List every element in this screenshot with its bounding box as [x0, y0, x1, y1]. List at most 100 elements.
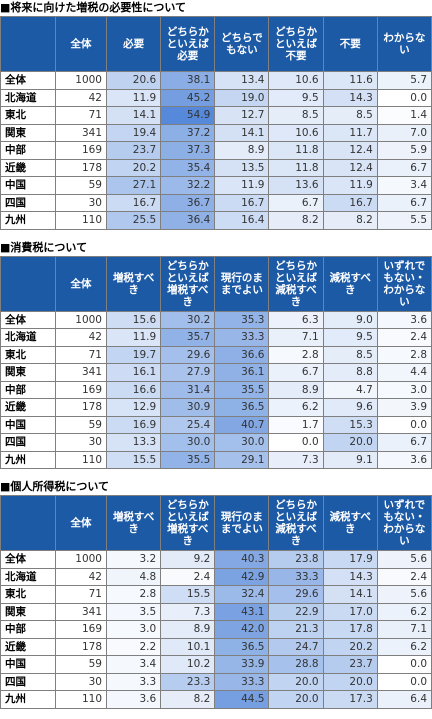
data-row: 近畿 178 2.2 10.1 36.5 24.7 20.2 6.2 — [0, 637, 432, 656]
percent-cell: 29.6 — [268, 585, 324, 604]
column-header: 全体 — [55, 255, 107, 312]
sample-count: 110 — [55, 450, 107, 469]
data-row: 東北 71 2.8 15.5 32.4 29.6 14.1 5.6 — [0, 585, 432, 604]
percent-cell: 6.2 — [376, 602, 432, 621]
data-row: 東北 71 19.7 29.6 36.6 2.8 8.5 2.8 — [0, 345, 432, 364]
percent-cell: 8.9 — [268, 380, 324, 399]
sample-count: 71 — [55, 585, 107, 604]
row-label: 九州 — [0, 211, 56, 230]
percent-cell: 30.2 — [160, 310, 216, 329]
column-header: どちらかといえば必要 — [160, 16, 216, 72]
percent-cell: 2.2 — [105, 637, 162, 656]
percent-cell: 2.8 — [105, 585, 162, 604]
row-label: 中部 — [0, 380, 56, 399]
table-section: ■消費税について 全体 増税すべき どちらかといえば増税すべき 現行のままでよい どちらか… — [0, 240, 432, 470]
percent-cell: 21.3 — [268, 620, 324, 639]
sample-count: 110 — [55, 211, 107, 230]
percent-cell: 9.6 — [322, 398, 378, 417]
percent-cell: 20.2 — [322, 637, 378, 656]
row-label: 九州 — [0, 690, 56, 709]
row-label: 東北 — [0, 106, 56, 125]
sample-count: 1000 — [55, 71, 107, 90]
data-row: 近畿 178 20.2 35.4 13.5 11.8 12.4 6.7 — [0, 158, 432, 177]
percent-cell: 16.7 — [322, 193, 378, 212]
percent-cell: 25.4 — [160, 415, 216, 434]
percent-cell: 27.1 — [105, 176, 162, 195]
percent-cell: 0.0 — [268, 433, 324, 452]
percent-cell: 3.6 — [376, 310, 432, 329]
data-row: 全体 1000 20.6 38.1 13.4 10.6 11.6 5.7 — [0, 71, 432, 90]
data-row: 関東 341 3.5 7.3 43.1 22.9 17.0 6.2 — [0, 602, 432, 621]
row-label: 中国 — [0, 655, 56, 674]
percent-cell: 3.2 — [105, 550, 162, 569]
sample-count: 30 — [55, 433, 107, 452]
data-row: 中国 59 27.1 32.2 11.9 13.6 11.9 3.4 — [0, 176, 432, 195]
percent-cell: 11.7 — [322, 123, 378, 142]
percent-cell: 10.2 — [160, 655, 216, 674]
percent-cell: 30.0 — [214, 433, 270, 452]
data-row: 中部 169 23.7 37.3 8.9 11.8 12.4 5.9 — [0, 141, 432, 160]
sample-count: 59 — [55, 655, 107, 674]
percent-cell: 30.9 — [160, 398, 216, 417]
percent-cell: 7.3 — [160, 602, 216, 621]
percent-cell: 13.6 — [268, 176, 324, 195]
percent-cell: 12.4 — [322, 158, 378, 177]
percent-cell: 23.8 — [268, 550, 324, 569]
percent-cell: 12.7 — [214, 106, 270, 125]
data-row: 北海道 42 11.9 35.7 33.3 7.1 9.5 2.4 — [0, 328, 432, 347]
row-label: 近畿 — [0, 637, 56, 656]
row-label: 全体 — [0, 550, 56, 569]
percent-cell: 43.1 — [214, 602, 270, 621]
data-table: 全体 増税すべき どちらかといえば増税すべき 現行のままでよい どちらかといえば減税すべ… — [0, 255, 432, 470]
percent-cell: 20.2 — [105, 158, 162, 177]
data-row: 関東 341 16.1 27.9 36.1 6.7 8.8 4.4 — [0, 363, 432, 382]
table-section: ■個人所得税について 全体 増税すべき どちらかといえば増税すべき 現行のままでよい どち… — [0, 479, 432, 709]
percent-cell: 35.4 — [160, 158, 216, 177]
percent-cell: 6.2 — [376, 637, 432, 656]
percent-cell: 3.4 — [376, 176, 432, 195]
percent-cell: 42.9 — [214, 567, 270, 586]
percent-cell: 6.3 — [268, 310, 324, 329]
percent-cell: 4.8 — [105, 567, 162, 586]
percent-cell: 5.5 — [376, 211, 432, 230]
percent-cell: 30.0 — [160, 433, 216, 452]
percent-cell: 10.1 — [160, 637, 216, 656]
percent-cell: 2.4 — [376, 328, 432, 347]
percent-cell: 13.4 — [214, 71, 270, 90]
table-title: ■個人所得税について — [0, 480, 110, 493]
percent-cell: 4.4 — [376, 363, 432, 382]
percent-cell: 11.9 — [322, 176, 378, 195]
percent-cell: 1.4 — [376, 106, 432, 125]
column-header: どちらかといえば増税すべき — [160, 495, 216, 551]
percent-cell: 22.9 — [268, 602, 324, 621]
percent-cell: 31.4 — [160, 380, 216, 399]
percent-cell: 8.2 — [268, 211, 324, 230]
row-label: 関東 — [0, 602, 56, 621]
percent-cell: 40.3 — [214, 550, 270, 569]
row-label: 中部 — [0, 620, 56, 639]
percent-cell: 5.9 — [376, 141, 432, 160]
data-row: 九州 110 25.5 36.4 16.4 8.2 8.2 5.5 — [0, 211, 432, 230]
percent-cell: 36.4 — [160, 211, 216, 230]
data-row: 九州 110 3.6 8.2 44.5 20.0 17.3 6.4 — [0, 690, 432, 709]
column-header: 全体 — [55, 495, 107, 551]
percent-cell: 6.7 — [376, 433, 432, 452]
percent-cell: 14.1 — [322, 585, 378, 604]
header-row: 全体 必要 どちらかといえば必要 どちらでもない どちらかといえば不要 不要 わからない — [0, 16, 432, 72]
data-row: 四国 30 3.3 23.3 33.3 20.0 20.0 0.0 — [0, 672, 432, 691]
column-header: どちらかといえば減税すべき — [268, 255, 324, 312]
data-row: 全体 1000 15.6 30.2 35.3 6.3 9.0 3.6 — [0, 310, 432, 329]
percent-cell: 16.7 — [105, 193, 162, 212]
percent-cell: 38.1 — [160, 71, 216, 90]
percent-cell: 9.1 — [322, 450, 378, 469]
data-row: 中国 59 16.9 25.4 40.7 1.7 15.3 0.0 — [0, 415, 432, 434]
percent-cell: 20.0 — [268, 672, 324, 691]
sample-count: 30 — [55, 193, 107, 212]
table-title: ■消費税について — [0, 240, 88, 254]
percent-cell: 44.5 — [214, 690, 270, 709]
percent-cell: 0.0 — [376, 655, 432, 674]
data-row: 四国 30 13.3 30.0 30.0 0.0 20.0 6.7 — [0, 433, 432, 452]
percent-cell: 36.5 — [214, 637, 270, 656]
percent-cell: 32.2 — [160, 176, 216, 195]
